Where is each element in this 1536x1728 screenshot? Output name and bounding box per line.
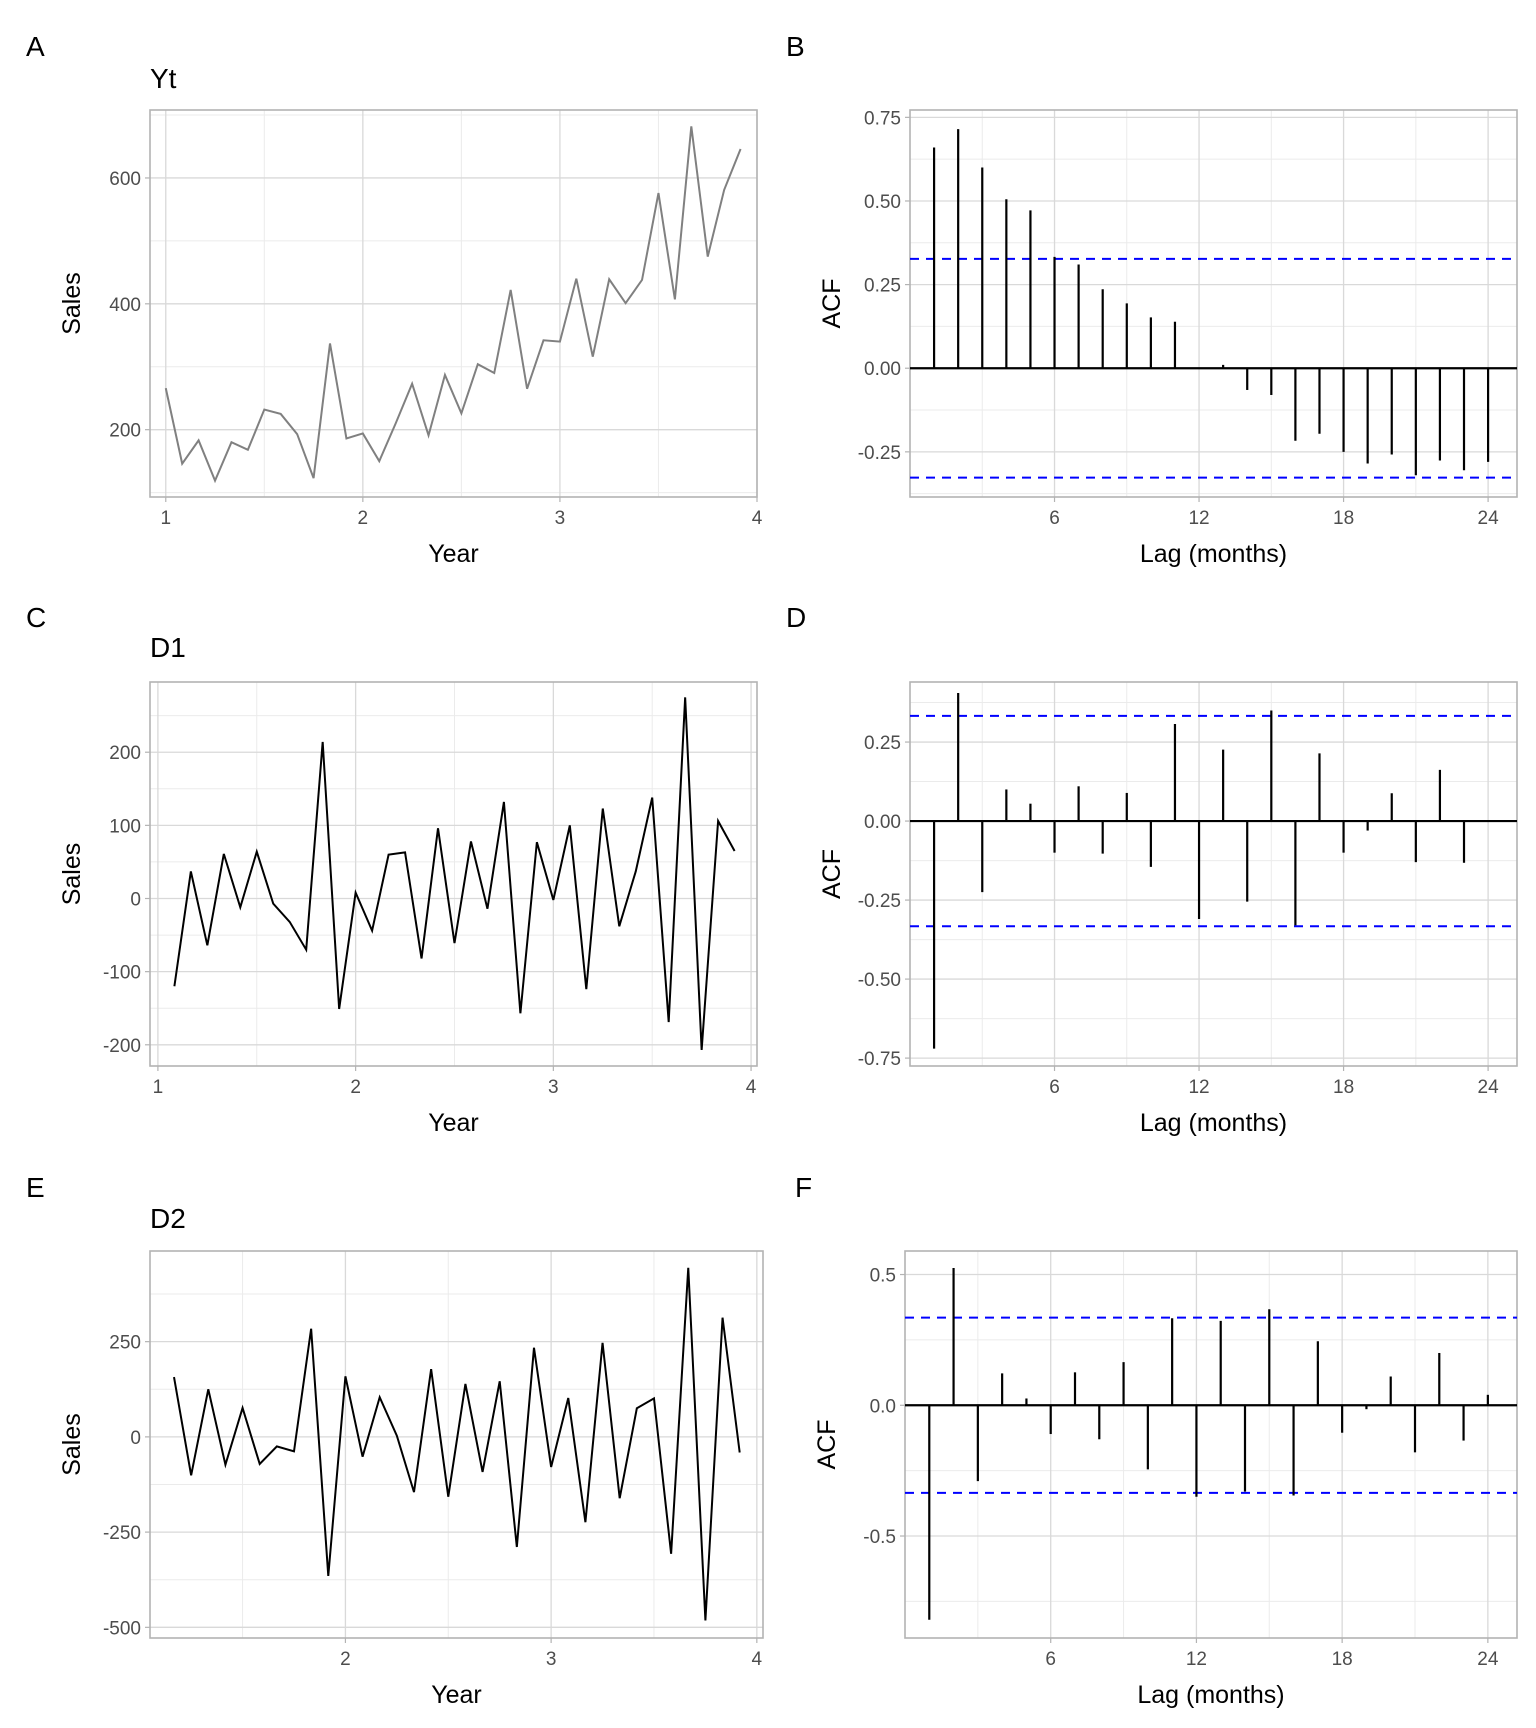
panel-c: C D1 -200 -100 0 100 200 1 2 3 4 Year Sales [26,602,758,1137]
x-tick-label: 18 [1333,1077,1354,1098]
x-axis-title: Year [428,540,479,568]
x-tick-label: 24 [1477,1649,1499,1670]
y-axis-title: Sales [58,843,86,906]
y-tick-label: -0.50 [858,970,901,991]
y-tick-label: 250 [109,1333,141,1354]
plot-title: D2 [150,1203,186,1234]
data-marks [910,693,1517,1049]
grid [910,110,1517,497]
data-marks [910,129,1517,479]
plot-title: Yt [150,63,177,94]
y-tick-label: 0.5 [870,1266,896,1287]
y-tick-label: 200 [109,743,141,764]
panel-letter: F [795,1172,812,1203]
y-tick-label: 0 [130,1428,141,1449]
y-tick-label: 100 [109,816,141,837]
x-tick-label: 1 [153,1077,164,1098]
panel-letter: C [26,602,46,633]
y-tick-label: -250 [103,1523,141,1544]
y-axis-title: Sales [58,1413,86,1476]
y-axis-title: ACF [818,279,846,329]
panel-d: D -0.75 -0.50 -0.25 0.00 0.25 6 12 18 24 Lag (mont… [786,602,1518,1137]
x-tick-label: 18 [1332,1649,1353,1670]
x-tick-label: 12 [1188,1077,1209,1098]
y-tick-label: -0.25 [858,443,901,464]
x-tick-label: 18 [1333,508,1354,529]
y-tick-label: -200 [103,1036,141,1057]
panel-letter: E [26,1172,45,1203]
y-tick-label: -0.5 [863,1527,896,1548]
panel-e: E D2 -500 -250 0 250 2 3 4 Year Sales [26,1172,764,1709]
data-marks [905,1267,1517,1620]
y-tick-label: 200 [109,421,141,442]
panel-border [904,1250,1518,1639]
x-axis-title: Lag (months) [1140,1109,1287,1137]
y-tick-label: 0.0 [870,1396,896,1417]
series-line [173,1267,741,1621]
grid [905,1251,1517,1638]
panel-a: A Yt 200 400 600 1 2 3 4 Year Sales [26,31,763,568]
y-tick-label: 0.50 [864,192,901,213]
panel-border [149,681,758,1067]
x-tick-label: 24 [1478,1077,1500,1098]
y-tick-label: 0.25 [864,733,901,754]
series-line [164,126,742,484]
x-tick-label: 4 [752,508,763,529]
y-tick-label: 0.00 [864,812,901,833]
x-tick-label: 2 [340,1649,351,1670]
x-tick-label: 1 [160,508,171,529]
grid [910,682,1517,1066]
grid [150,682,757,1066]
panel-border [909,109,1518,498]
x-tick-label: 24 [1478,508,1500,529]
y-axis-title: ACF [818,849,846,899]
grid [150,110,758,497]
panel-b: B -0.25 0.00 0.25 0.50 0.75 6 12 18 24 Lag (months… [786,31,1518,568]
y-tick-label: 600 [109,169,141,190]
x-tick-label: 12 [1186,1649,1207,1670]
data-marks [173,697,736,1050]
y-tick-label: 0.25 [864,276,901,297]
panel-letter: D [786,602,806,633]
panel-letter: B [786,31,805,62]
x-tick-label: 3 [548,1077,559,1098]
series-line [173,697,736,1050]
y-tick-label: -0.75 [858,1049,901,1070]
data-marks [164,126,742,484]
x-tick-label: 3 [555,508,566,529]
panel-f: F -0.5 0.0 0.5 6 12 18 24 Lag (months) ACF [795,1172,1518,1709]
panel-letter: A [26,31,45,62]
x-tick-label: 4 [746,1077,757,1098]
y-tick-label: 0.00 [864,359,901,380]
x-tick-label: 12 [1188,508,1209,529]
x-axis-title: Lag (months) [1137,1681,1284,1709]
x-axis-title: Year [428,1109,479,1137]
x-tick-label: 2 [350,1077,361,1098]
y-axis-title: ACF [813,1420,841,1470]
panel-border [149,1250,764,1639]
y-axis-title: Sales [58,272,86,335]
y-tick-label: -100 [103,963,141,984]
x-axis-title: Lag (months) [1140,540,1287,568]
x-axis-title: Year [431,1681,482,1709]
x-tick-label: 6 [1049,508,1060,529]
x-tick-label: 3 [546,1649,557,1670]
x-tick-label: 2 [358,508,369,529]
x-tick-label: 6 [1049,1077,1060,1098]
y-tick-label: -500 [103,1618,141,1639]
plot-title: D1 [150,632,186,663]
y-tick-label: 0 [130,890,141,911]
y-tick-label: 0.75 [864,108,901,129]
y-tick-label: -0.25 [858,891,901,912]
data-marks [173,1267,741,1621]
y-tick-label: 400 [109,295,141,316]
x-tick-label: 4 [752,1649,763,1670]
x-tick-label: 6 [1045,1649,1056,1670]
panel-border [909,681,1518,1067]
